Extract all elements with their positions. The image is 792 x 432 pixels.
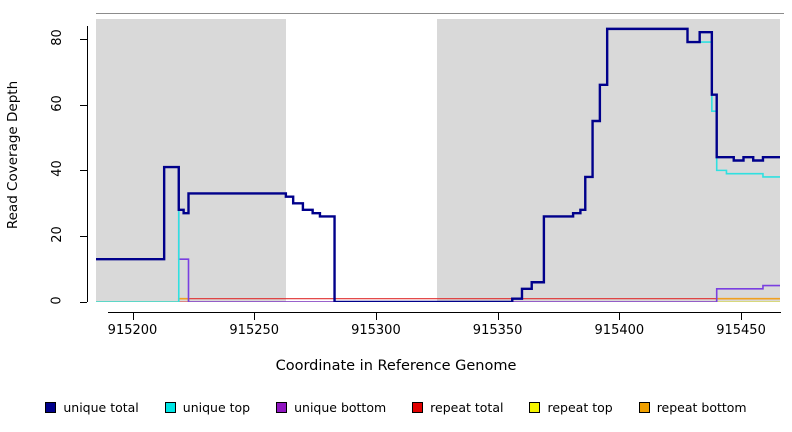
legend-item[interactable]: unique top (164, 400, 251, 415)
y-tick-label: 0 (49, 296, 65, 305)
x-tick-mark (498, 313, 499, 320)
legend-item[interactable]: repeat bottom (638, 400, 747, 415)
x-tick-mark (376, 313, 377, 320)
legend-swatch-icon (276, 402, 288, 413)
chart-legend: unique total unique top unique bottom repea… (0, 400, 792, 415)
y-axis-line (87, 25, 88, 302)
legend-label: unique top (182, 400, 251, 415)
shaded-band (96, 19, 286, 302)
legend-swatch-icon (45, 402, 57, 413)
y-tick-mark (80, 170, 87, 171)
x-tick-label: 915250 (229, 323, 280, 338)
y-tick-mark (80, 236, 87, 237)
y-tick-mark (80, 302, 87, 303)
x-axis-title: Coordinate in Reference Genome (275, 358, 517, 374)
legend-item[interactable]: repeat total (412, 400, 503, 415)
x-tick-label: 915350 (472, 323, 523, 338)
x-tick-label: 915450 (716, 323, 766, 338)
data-series-layer (96, 27, 780, 302)
legend-item[interactable]: repeat top (529, 400, 613, 415)
y-tick-label: 40 (49, 160, 65, 178)
plot-area (96, 19, 780, 302)
legend-label: repeat total (430, 400, 504, 415)
legend-swatch-icon (529, 402, 541, 413)
x-tick-label: 915200 (107, 323, 158, 338)
y-tick-label: 60 (49, 94, 65, 112)
legend-label: repeat bottom (656, 400, 747, 415)
x-tick-mark (741, 313, 742, 320)
series-line-unique-top (96, 28, 780, 302)
series-line-unique-total (96, 27, 780, 302)
x-tick-mark (619, 313, 620, 320)
y-tick-mark (80, 39, 87, 40)
y-tick-label: 80 (49, 28, 65, 46)
x-tick-mark (254, 313, 255, 320)
x-tick-label: 915400 (594, 323, 645, 338)
series-line-unique-bottom (96, 166, 780, 302)
legend-item[interactable]: unique bottom (276, 400, 386, 415)
legend-swatch-icon (164, 402, 176, 413)
legend-item[interactable]: unique total (45, 400, 139, 415)
y-tick-mark (80, 105, 87, 106)
y-tick-label: 20 (49, 226, 65, 243)
x-tick-label: 915300 (351, 323, 401, 338)
panel-top-rule (96, 13, 784, 14)
legend-label: unique bottom (294, 400, 387, 415)
y-axis-title: Read Coverage Depth (5, 80, 21, 230)
x-tick-mark (133, 313, 134, 320)
legend-label: repeat top (547, 400, 613, 415)
shaded-band (436, 19, 780, 302)
legend-label: unique total (63, 400, 139, 415)
x-axis-line (108, 312, 781, 313)
legend-swatch-icon (412, 402, 424, 413)
legend-swatch-icon (638, 402, 650, 413)
